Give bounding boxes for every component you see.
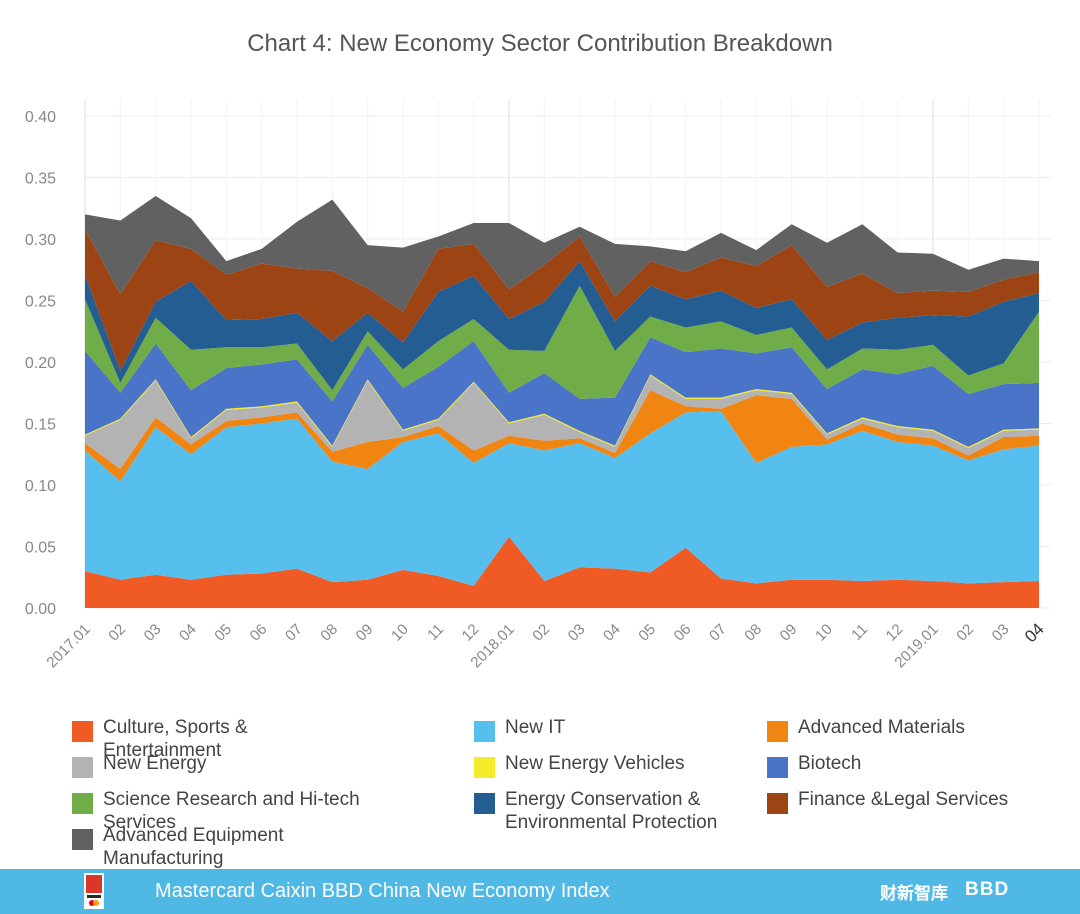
x-tick-label: 06 xyxy=(247,621,271,645)
x-tick-label: 07 xyxy=(706,621,730,645)
x-tick-label: 12 xyxy=(459,621,483,645)
legend-swatch xyxy=(767,793,788,814)
area-finance xyxy=(85,229,1039,371)
x-tick-label: 11 xyxy=(424,621,447,644)
legend-swatch xyxy=(72,757,93,778)
x-tick-label: 04 xyxy=(1021,619,1048,646)
x-tick-label: 10 xyxy=(388,621,412,645)
area-biotech xyxy=(85,337,1039,447)
y-tick-label: 0.15 xyxy=(25,417,56,434)
legend-label: Advanced Equipment Manufacturing xyxy=(103,825,284,869)
x-tick-label: 02 xyxy=(105,621,129,645)
legend-swatch xyxy=(474,757,495,778)
legend-item-science: Science Research and Hi-tech Services xyxy=(72,788,363,834)
x-tick-label: 09 xyxy=(777,621,801,645)
legend-label: Science Research and Hi-tech Services xyxy=(103,789,360,833)
legend-swatch xyxy=(72,721,93,742)
x-tick-label: 07 xyxy=(282,621,306,645)
x-tick-label: 05 xyxy=(211,621,235,645)
footer: Mastercard Caixin BBD China New Economy … xyxy=(0,869,1080,914)
x-tick-label: 08 xyxy=(317,621,341,645)
chart-svg: 0.00 0.05 0.10 0.15 0.20 0.25 0.30 0.35 0.40 201… xyxy=(25,100,1051,671)
legend-label: New Energy xyxy=(103,753,207,774)
legend-label: Biotech xyxy=(798,753,862,774)
x-tick-label: 05 xyxy=(635,621,659,645)
legend-label: Finance &Legal Services xyxy=(798,789,1009,810)
legend-item-new-energy: New Energy xyxy=(72,752,363,778)
x-tick-label: 09 xyxy=(353,621,377,645)
x-tick-label: 10 xyxy=(812,621,836,645)
legend: Culture, Sports & Entertainment New IT Adv… xyxy=(0,716,1080,869)
chart-title: Chart 4: New Economy Sector Contribution… xyxy=(247,30,833,57)
x-tick-label: 12 xyxy=(883,621,907,645)
legend-label: Energy Conservation & Environmental Prot… xyxy=(505,789,718,833)
area-energy-conservation xyxy=(85,261,1039,391)
area-equipment xyxy=(85,195,1039,312)
y-tick-label: 0.05 xyxy=(25,540,56,557)
x-tick-label: 02 xyxy=(953,621,977,645)
area-culture xyxy=(85,536,1039,608)
legend-label: New Energy Vehicles xyxy=(505,753,685,774)
x-tick-label: 03 xyxy=(989,621,1013,645)
y-tick-label: 0.30 xyxy=(25,232,56,249)
caixin-insight-logo: 财新智库 xyxy=(880,884,948,903)
y-tick-label: 0.40 xyxy=(25,109,56,126)
area-science xyxy=(85,285,1039,402)
y-tick-label: 0.00 xyxy=(25,601,56,618)
index-logo-icon xyxy=(84,873,104,909)
legend-item-advanced-materials: Advanced Materials xyxy=(767,716,1058,742)
legend-label: New IT xyxy=(505,717,566,738)
legend-swatch xyxy=(72,793,93,814)
footer-title: Mastercard Caixin BBD China New Economy … xyxy=(155,880,610,902)
y-tick-label: 0.25 xyxy=(25,294,56,311)
x-tick-label: 03 xyxy=(141,621,165,645)
legend-swatch xyxy=(72,829,93,850)
x-tick-label: 03 xyxy=(565,621,589,645)
legend-swatch xyxy=(767,721,788,742)
legend-item-culture: Culture, Sports & Entertainment xyxy=(72,716,363,762)
legend-item-new-it: New IT xyxy=(474,716,765,742)
x-tick-label: 04 xyxy=(176,621,200,645)
y-tick-label: 0.20 xyxy=(25,355,56,372)
legend-swatch xyxy=(474,793,495,814)
legend-item-equipment: Advanced Equipment Manufacturing xyxy=(72,824,363,870)
legend-label: Culture, Sports & Entertainment xyxy=(103,717,248,761)
y-tick-label: 0.35 xyxy=(25,171,56,188)
x-tick-label: 2017.01 xyxy=(43,621,93,671)
stacked-areas xyxy=(85,195,1039,608)
x-tick-label: 08 xyxy=(741,621,765,645)
x-tick-label: 06 xyxy=(671,621,695,645)
legend-swatch xyxy=(767,757,788,778)
x-tick-label: 11 xyxy=(848,621,871,644)
legend-label: Advanced Materials xyxy=(798,717,965,738)
legend-item-energy-conservation: Energy Conservation & Environmental Prot… xyxy=(474,788,765,834)
legend-item-finance: Finance &Legal Services xyxy=(767,788,1058,814)
x-tick-label: 04 xyxy=(600,621,624,645)
legend-item-biotech: Biotech xyxy=(767,752,1058,778)
bbd-logo: BBD xyxy=(965,879,1010,900)
area-new-it xyxy=(85,411,1039,586)
y-tick-label: 0.10 xyxy=(25,478,56,495)
area-advanced-materials xyxy=(85,390,1039,482)
legend-item-nev: New Energy Vehicles xyxy=(474,752,765,778)
x-tick-label: 02 xyxy=(529,621,553,645)
y-axis-ticks: 0.00 0.05 0.10 0.15 0.20 0.25 0.30 0.35 0.40 xyxy=(25,109,56,618)
legend-swatch xyxy=(474,721,495,742)
